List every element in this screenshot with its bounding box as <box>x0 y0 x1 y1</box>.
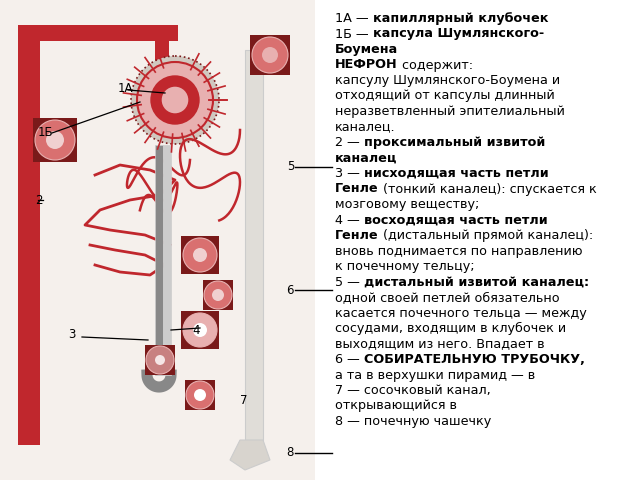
Text: капиллярный клубочек: капиллярный клубочек <box>372 12 548 25</box>
Text: мозговому веществу;: мозговому веществу; <box>335 198 479 211</box>
Text: нисходящая часть петли: нисходящая часть петли <box>364 167 548 180</box>
Text: 3 —: 3 — <box>335 167 364 180</box>
Text: 3: 3 <box>68 328 76 341</box>
Text: восходящая часть петли: восходящая часть петли <box>364 214 547 227</box>
Text: к почечному тельцу;: к почечному тельцу; <box>335 260 475 273</box>
Text: проксимальный извитой: проксимальный извитой <box>364 136 545 149</box>
Circle shape <box>204 281 232 309</box>
Bar <box>181 236 219 274</box>
Text: 4 —: 4 — <box>335 214 364 227</box>
Circle shape <box>46 131 64 149</box>
Text: содержит:: содержит: <box>397 59 473 72</box>
Circle shape <box>252 37 288 73</box>
Text: вновь поднимается по направлению: вновь поднимается по направлению <box>335 244 582 257</box>
Text: отходящий от капсулы длинный: отходящий от капсулы длинный <box>335 89 555 103</box>
Circle shape <box>193 323 207 337</box>
Circle shape <box>193 248 207 262</box>
Text: СОБИРАТЕЛЬНУЮ ТРУБОЧКУ,: СОБИРАТЕЛЬНУЮ ТРУБОЧКУ, <box>364 353 584 366</box>
Text: одной своей петлей обязательно: одной своей петлей обязательно <box>335 291 559 304</box>
Bar <box>184 380 216 410</box>
Text: 6 —: 6 — <box>335 353 364 366</box>
Text: 1А: 1А <box>118 82 134 95</box>
Bar <box>0 0 315 480</box>
Text: 5 —: 5 — <box>335 276 364 288</box>
Text: неразветвленный эпителиальный: неразветвленный эпителиальный <box>335 105 565 118</box>
Text: Генле: Генле <box>335 182 379 195</box>
Bar <box>155 145 163 375</box>
Text: 7: 7 <box>240 394 248 407</box>
Circle shape <box>35 120 75 160</box>
Text: 2 —: 2 — <box>335 136 364 149</box>
Text: 1Б —: 1Б — <box>335 27 372 40</box>
Circle shape <box>131 56 219 144</box>
Text: открывающийся в: открывающийся в <box>335 399 457 412</box>
Bar <box>181 312 219 348</box>
Circle shape <box>183 313 217 347</box>
Text: 8: 8 <box>287 446 294 459</box>
Text: а та в верхушки пирамид — в: а та в верхушки пирамид — в <box>335 369 535 382</box>
Bar <box>245 50 263 440</box>
Circle shape <box>212 289 224 301</box>
Text: сосудами, входящим в клубочек и: сосудами, входящим в клубочек и <box>335 322 566 335</box>
Text: 1А —: 1А — <box>335 12 372 25</box>
Text: 1Б: 1Б <box>38 127 54 140</box>
Text: 2: 2 <box>35 193 42 206</box>
Text: 6: 6 <box>287 284 294 297</box>
Bar <box>18 25 40 445</box>
Text: касается почечного тельца — между: касается почечного тельца — между <box>335 307 587 320</box>
Text: капсула Шумлянского-: капсула Шумлянского- <box>372 27 544 40</box>
Text: (дистальный прямой каналец):: (дистальный прямой каналец): <box>379 229 593 242</box>
Bar <box>38 25 178 41</box>
Text: 5: 5 <box>287 160 294 173</box>
Bar <box>33 118 77 162</box>
Circle shape <box>162 87 188 113</box>
Text: каналец.: каналец. <box>335 120 396 133</box>
Bar <box>250 35 290 75</box>
Text: каналец: каналец <box>335 152 397 165</box>
Circle shape <box>137 62 213 138</box>
Text: НЕФРОН: НЕФРОН <box>335 59 397 72</box>
Text: Генле: Генле <box>335 229 379 242</box>
Circle shape <box>186 381 214 409</box>
Text: 8 — почечную чашечку: 8 — почечную чашечку <box>335 415 492 428</box>
Circle shape <box>194 389 206 401</box>
Bar <box>163 145 171 375</box>
Circle shape <box>183 238 217 272</box>
Circle shape <box>150 75 200 125</box>
Text: Боумена: Боумена <box>335 43 398 56</box>
Text: выходящим из него. Впадает в: выходящим из него. Впадает в <box>335 337 545 350</box>
Text: капсулу Шумлянского-Боумена и: капсулу Шумлянского-Боумена и <box>335 74 560 87</box>
Text: дистальный извитой каналец:: дистальный извитой каналец: <box>364 276 589 288</box>
Bar <box>145 345 175 375</box>
Text: 7 — сосочковый канал,: 7 — сосочковый канал, <box>335 384 491 397</box>
Bar <box>203 279 234 311</box>
Circle shape <box>146 346 174 374</box>
Circle shape <box>155 355 165 365</box>
Bar <box>155 25 169 90</box>
Polygon shape <box>230 440 270 470</box>
Text: (тонкий каналец): спускается к: (тонкий каналец): спускается к <box>379 182 596 195</box>
Circle shape <box>262 47 278 63</box>
Text: 4: 4 <box>192 324 200 336</box>
